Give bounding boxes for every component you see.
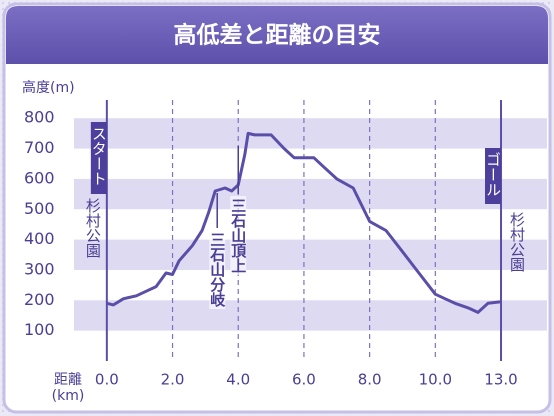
band — [74, 178, 547, 210]
y-axis-label: 高度(m) — [22, 79, 75, 96]
y-tick-label: 500 — [24, 199, 55, 218]
annotation-box — [90, 122, 107, 194]
annotation: スタート — [90, 126, 108, 186]
x-axis-label: 距離 — [54, 371, 82, 388]
x-axis-unit: (km) — [52, 388, 85, 404]
plot: 100 200 300 400 500 600 700 800 0.0 2.0 4.0 6.0 8.0 1… — [24, 100, 547, 389]
title-bar — [6, 6, 548, 64]
annotation-bg — [230, 196, 247, 275]
x-tick-label: 6.0 — [292, 371, 316, 389]
y-tick-label: 800 — [24, 108, 55, 127]
x-tick-label: 10.0 — [419, 371, 452, 389]
y-tick-label: 200 — [24, 290, 55, 309]
y-tick-label: 300 — [24, 259, 55, 278]
band — [74, 300, 547, 331]
annotation: 三石山頂上 — [229, 198, 247, 273]
band — [74, 239, 547, 270]
annotation-box — [485, 148, 502, 204]
chart-title: 高低差と距離の目安 — [174, 22, 381, 49]
annotation-bg — [209, 230, 226, 309]
elevation-line — [106, 131, 502, 314]
x-tick-label: 13.0 — [484, 371, 517, 389]
x-tick-label: 0.0 — [95, 371, 119, 389]
y-tick-label: 700 — [24, 138, 55, 157]
y-tick-label: 400 — [24, 229, 55, 248]
y-tick-label: 600 — [24, 168, 55, 187]
y-tick-label: 100 — [24, 320, 55, 339]
x-tick-label: 4.0 — [226, 371, 250, 389]
band — [74, 118, 547, 149]
x-tick-label: 8.0 — [358, 371, 382, 389]
annotation: 杉村公園 — [508, 212, 526, 272]
annotation: 杉村公園 — [84, 198, 102, 258]
annotation: 三石山分岐 — [208, 232, 226, 308]
annotation: ゴール — [484, 152, 502, 197]
x-tick-label: 2.0 — [161, 371, 185, 389]
